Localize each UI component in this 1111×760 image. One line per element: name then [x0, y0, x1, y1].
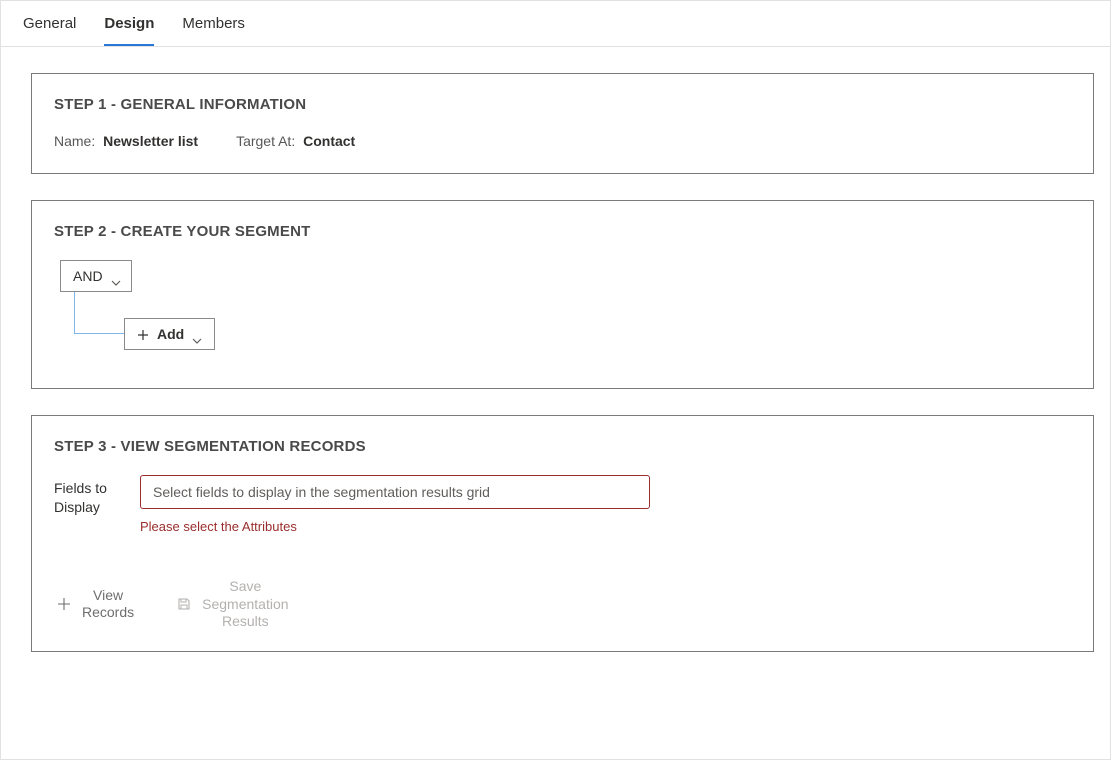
tab-design[interactable]: Design	[104, 15, 154, 46]
operator-label: AND	[73, 268, 103, 284]
name-value: Newsletter list	[103, 133, 198, 149]
tab-members[interactable]: Members	[182, 15, 245, 46]
fields-label: Fields to Display	[54, 475, 118, 517]
save-segmentation-results-button[interactable]: Save Segmentation Results	[176, 578, 288, 631]
chevron-down-icon	[111, 273, 121, 279]
save-results-label: Save Segmentation Results	[202, 578, 288, 631]
add-label: Add	[157, 326, 184, 342]
fields-column: Please select the Attributes	[140, 475, 650, 534]
fields-error-message: Please select the Attributes	[140, 519, 650, 534]
step2-box: STEP 2 - CREATE YOUR SEGMENT AND Add	[31, 200, 1094, 389]
view-records-label: View Records	[82, 587, 134, 622]
step2-title: STEP 2 - CREATE YOUR SEGMENT	[54, 223, 1071, 240]
operator-dropdown[interactable]: AND	[60, 260, 132, 292]
tab-general[interactable]: General	[23, 15, 76, 46]
content-area: STEP 1 - GENERAL INFORMATION Name: Newsl…	[1, 47, 1110, 694]
tree-connector-vertical	[74, 292, 75, 334]
plus-icon	[56, 596, 72, 612]
operator-row: AND	[60, 260, 1071, 292]
target-value: Contact	[303, 133, 355, 149]
target-field: Target At: Contact	[236, 133, 355, 149]
view-records-button[interactable]: View Records	[56, 587, 134, 622]
name-label: Name:	[54, 133, 95, 149]
fields-row: Fields to Display Please select the Attr…	[54, 475, 1071, 534]
fields-to-display-input[interactable]	[140, 475, 650, 509]
step3-title: STEP 3 - VIEW SEGMENTATION RECORDS	[54, 438, 1071, 455]
tree-connector-horizontal	[74, 333, 124, 334]
save-icon	[176, 596, 192, 612]
target-label: Target At:	[236, 133, 295, 149]
step1-box: STEP 1 - GENERAL INFORMATION Name: Newsl…	[31, 73, 1094, 174]
tab-bar: General Design Members	[1, 1, 1110, 47]
page-root: General Design Members STEP 1 - GENERAL …	[0, 0, 1111, 760]
add-condition-button[interactable]: Add	[124, 318, 215, 350]
step3-box: STEP 3 - VIEW SEGMENTATION RECORDS Field…	[31, 415, 1094, 652]
step1-info-line: Name: Newsletter list Target At: Contact	[54, 133, 1071, 149]
step1-title: STEP 1 - GENERAL INFORMATION	[54, 96, 1071, 113]
segment-tree: Add	[60, 292, 1071, 352]
chevron-down-icon	[192, 331, 202, 337]
name-field: Name: Newsletter list	[54, 133, 198, 149]
plus-icon	[137, 328, 149, 340]
step3-actions: View Records Save Segmentation	[56, 578, 1071, 631]
